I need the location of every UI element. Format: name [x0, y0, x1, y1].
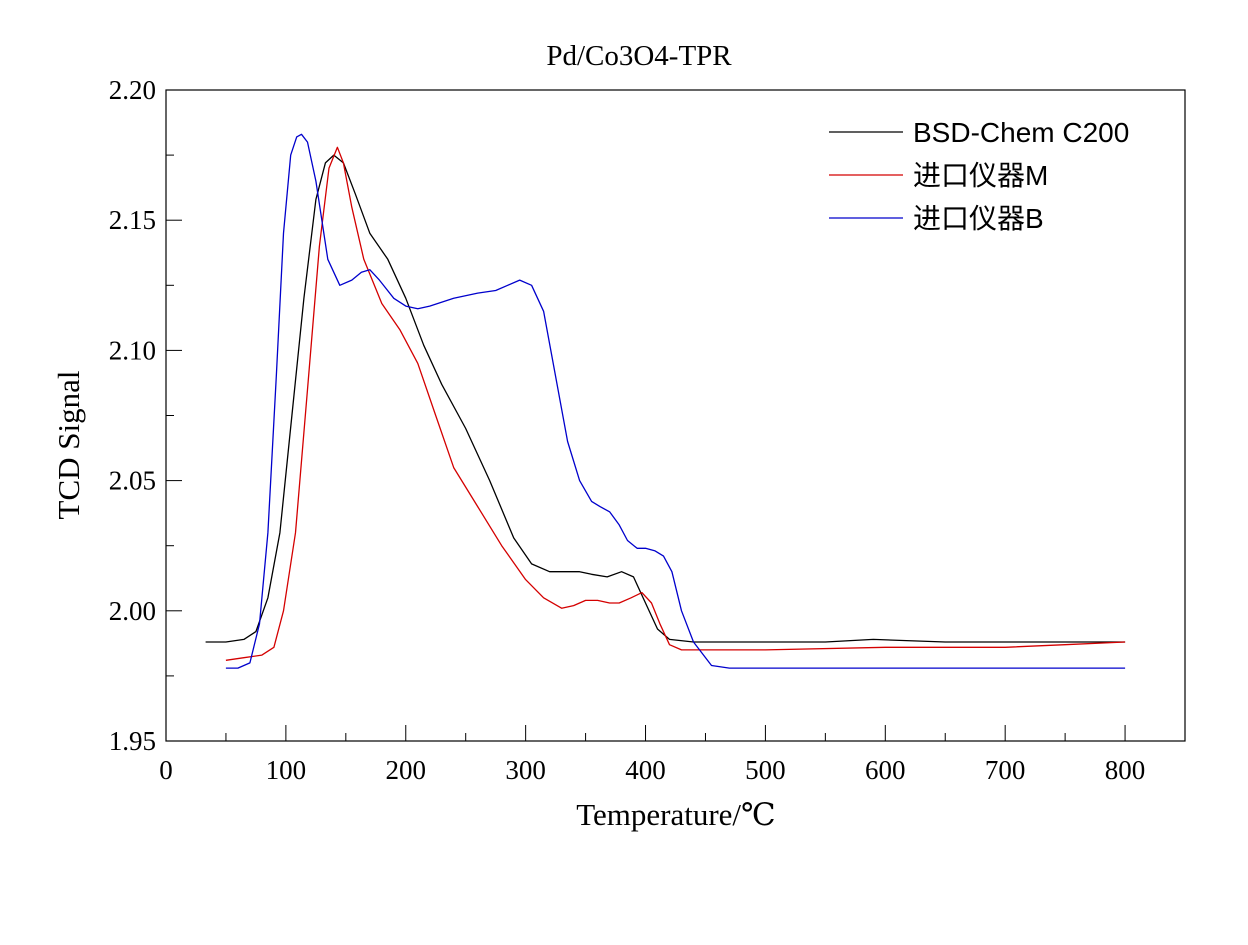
legend-label-3: 进口仪器B: [913, 203, 1044, 234]
axis-ticks: [165, 89, 1126, 742]
y-tick-label: 2.00: [109, 596, 156, 626]
x-tick-label: 500: [745, 755, 786, 785]
legend: BSD-Chem C200 进口仪器M 进口仪器B: [829, 117, 1129, 234]
x-tick-label: 300: [505, 755, 546, 785]
y-axis-label: TCD Signal: [51, 371, 86, 520]
y-tick-label: 1.95: [109, 726, 156, 756]
y-tick-label: 2.05: [109, 466, 156, 496]
x-tick-label: 600: [865, 755, 906, 785]
legend-label-2: 进口仪器M: [913, 160, 1048, 191]
series-line-2: [225, 146, 1126, 661]
x-tick-label: 800: [1105, 755, 1146, 785]
x-tick-label: 0: [159, 755, 173, 785]
x-tick-label: 400: [625, 755, 666, 785]
x-tick-label: 100: [266, 755, 307, 785]
series-line-3: [225, 133, 1126, 669]
axis-tick-labels: 0 100 200 300 400 500 600 700 800 1.95 2.00 2.05 2.1…: [109, 75, 1146, 785]
y-tick-label: 2.10: [109, 335, 156, 365]
x-tick-label: 700: [985, 755, 1026, 785]
series-line-1: [205, 154, 1126, 643]
x-axis-label: Temperature/℃: [576, 797, 775, 832]
y-tick-label: 2.15: [109, 205, 156, 235]
legend-label-1: BSD-Chem C200: [913, 117, 1129, 148]
y-tick-label: 2.20: [109, 75, 156, 105]
series-lines: [205, 133, 1126, 669]
chart-title: Pd/Co3O4-TPR: [546, 40, 732, 72]
x-tick-label: 200: [386, 755, 427, 785]
